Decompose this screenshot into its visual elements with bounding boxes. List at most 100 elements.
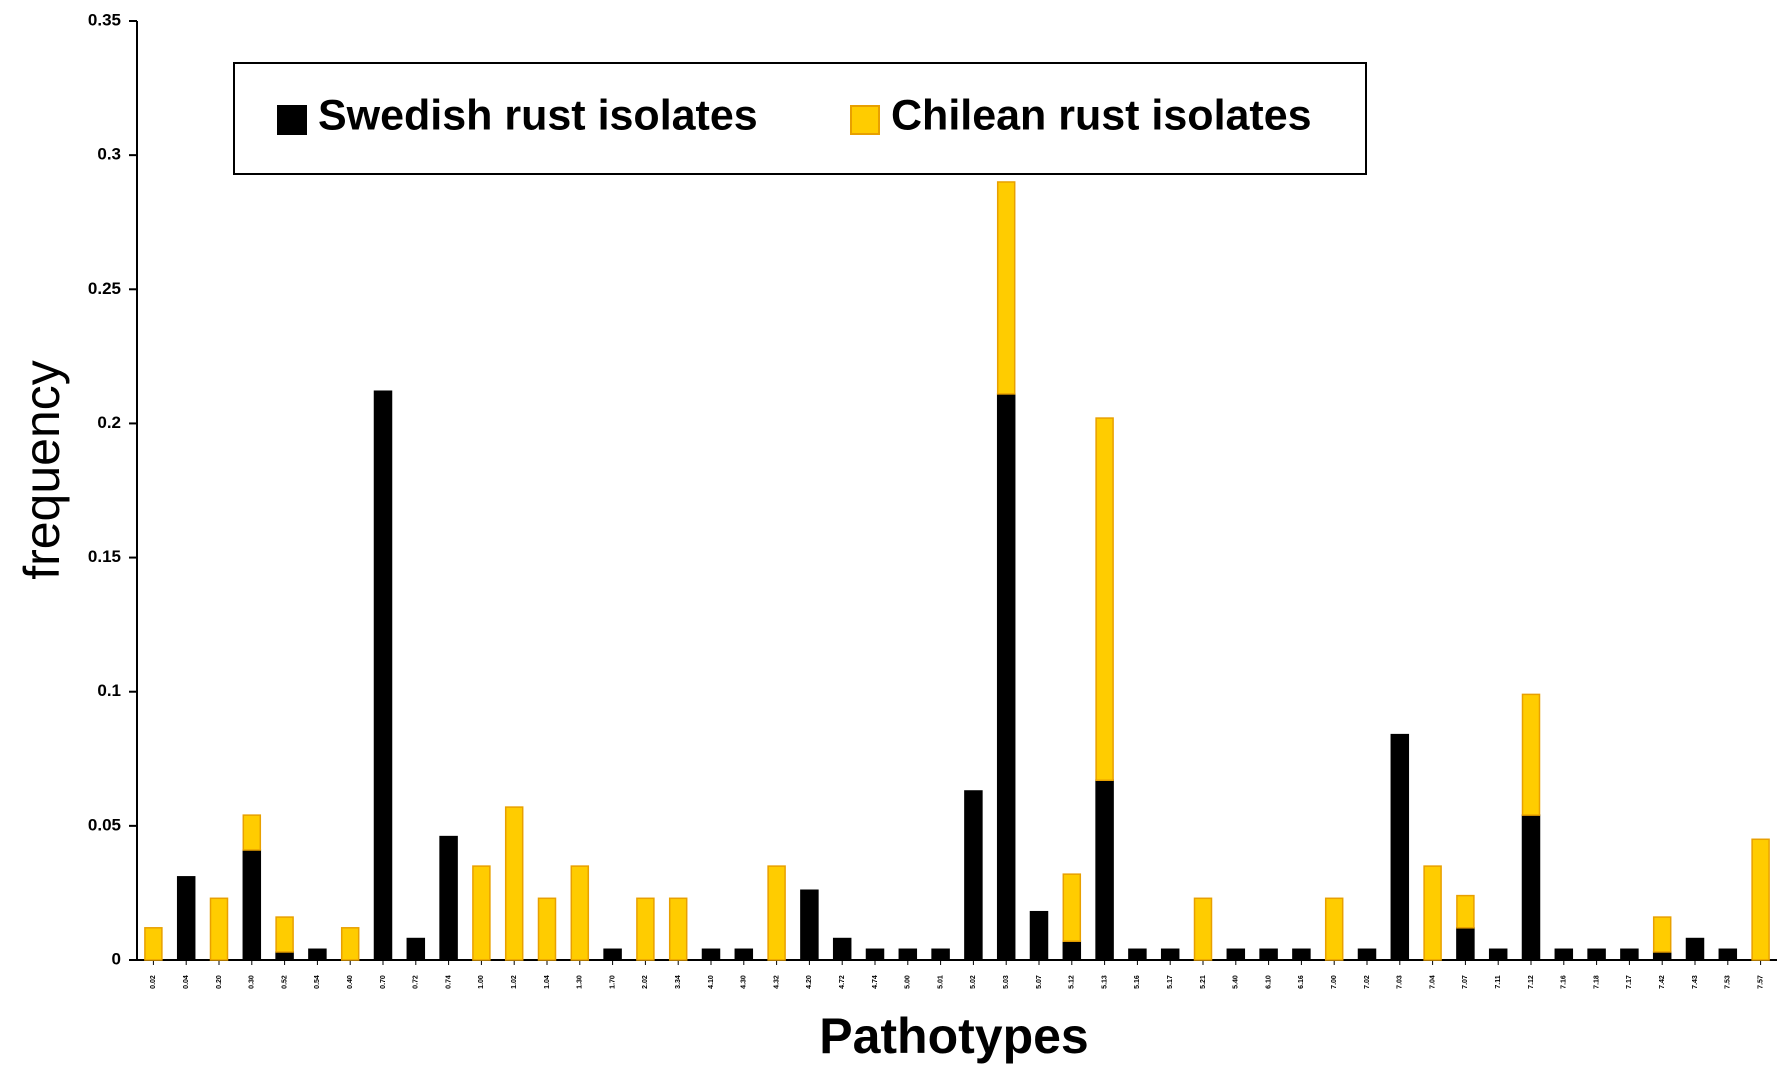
bar [1521,814,1541,961]
bar [1029,910,1049,961]
bar [144,927,163,961]
bar [406,937,426,961]
bar [275,951,294,961]
x-tick-label: 5.13 [1101,975,1108,989]
y-tick-label: 0.05 [88,815,121,834]
x-tick-label: 1.02 [511,975,518,989]
x-tick-label: 7.04 [1429,975,1436,989]
x-tick-label: 4.20 [806,975,813,989]
bar [996,393,1016,961]
legend-swatch [850,105,880,135]
y-tick-label: 0.15 [88,547,121,566]
bar [1226,948,1246,961]
y-tick-label: 0.35 [88,10,121,29]
y-tick-label: 0.3 [97,145,121,164]
x-tick-label: 6.16 [1298,975,1305,989]
bar [1062,940,1082,961]
x-tick-label: 0.72 [413,975,420,989]
y-axis-label: frequency [14,360,70,580]
bar [340,927,360,961]
x-tick-label: 7.53 [1725,975,1732,989]
x-axis-label: Pathotypes [819,1008,1089,1064]
x-tick-label: 5.16 [1134,975,1141,989]
x-tick-label: 3.34 [675,975,682,989]
x-tick-label: 1.00 [478,975,485,989]
x-tick-label: 7.43 [1692,975,1699,989]
x-tick-label: 7.07 [1462,975,1469,989]
x-tick-label: 0.04 [183,975,190,989]
bar [242,814,262,851]
bar [1292,948,1311,961]
x-tick-label: 4.74 [872,975,879,989]
x-tick-label: 1.04 [544,975,551,989]
bar [537,897,557,961]
bar [1587,948,1606,961]
bar [964,790,983,961]
legend-box [233,62,1367,175]
x-tick-label: 0.74 [445,975,452,989]
x-tick-label: 5.21 [1200,975,1207,989]
x-tick-label: 6.10 [1265,975,1272,989]
bar [996,181,1016,395]
bar [1324,897,1344,961]
legend-swatch [277,105,307,135]
bar [373,390,393,961]
x-tick-label: 1.70 [609,975,616,989]
x-tick-label: 7.12 [1528,975,1535,989]
x-tick-label: 7.02 [1364,975,1371,989]
x-tick-label: 7.00 [1331,975,1338,989]
x-tick-label: 4.72 [839,975,846,989]
y-tick-label: 0 [112,949,121,968]
x-tick-label: 5.00 [905,975,912,989]
x-tick-label: 5.01 [937,975,944,989]
bar [603,948,622,961]
bar [1488,948,1508,961]
bar [1423,865,1442,961]
x-tick-label: 7.18 [1593,975,1600,989]
x-tick-label: 5.12 [1069,975,1076,989]
bar [1685,937,1705,961]
bar [1160,948,1180,961]
bar [1652,951,1672,961]
y-tick-label: 0.1 [97,681,121,700]
x-tick-label: 7.42 [1659,975,1666,989]
bar [865,948,885,961]
x-tick-label: 0.20 [216,975,223,989]
bar [1390,733,1410,961]
x-tick-label: 0.30 [249,975,256,989]
bar [1652,916,1672,953]
x-tick-label: 7.03 [1397,975,1404,989]
x-tick-label: 5.02 [970,975,977,989]
bar [1259,948,1278,961]
x-tick-label: 1.30 [577,975,584,989]
bar [767,865,786,961]
bar [472,865,491,961]
x-tick-label: 0.52 [281,975,288,989]
bar [668,897,688,961]
bar [1128,948,1147,961]
x-tick-label: 0.40 [347,975,354,989]
x-tick-label: 4.32 [773,975,780,989]
bar [832,937,852,961]
bar [1062,873,1082,942]
bar [1554,948,1574,961]
x-tick-label: 7.17 [1626,975,1633,989]
bar [1095,779,1114,961]
bar [308,948,327,961]
bar [1193,897,1213,961]
x-tick-label: 5.17 [1167,975,1174,989]
bar [1357,948,1377,961]
x-tick-label: 5.07 [1036,975,1043,989]
bar [1456,927,1475,961]
legend-label: Chilean rust isolates [891,91,1312,139]
bar [701,948,721,961]
x-tick-label: 7.16 [1561,975,1568,989]
bar [1620,948,1639,961]
x-tick-label: 0.70 [380,975,387,989]
bar [209,897,229,961]
legend-label: Swedish rust isolates [318,91,758,139]
x-tick-label: 0.54 [314,975,321,989]
bar [176,876,196,961]
bar [800,889,819,961]
x-tick-label: 4.10 [708,975,715,989]
